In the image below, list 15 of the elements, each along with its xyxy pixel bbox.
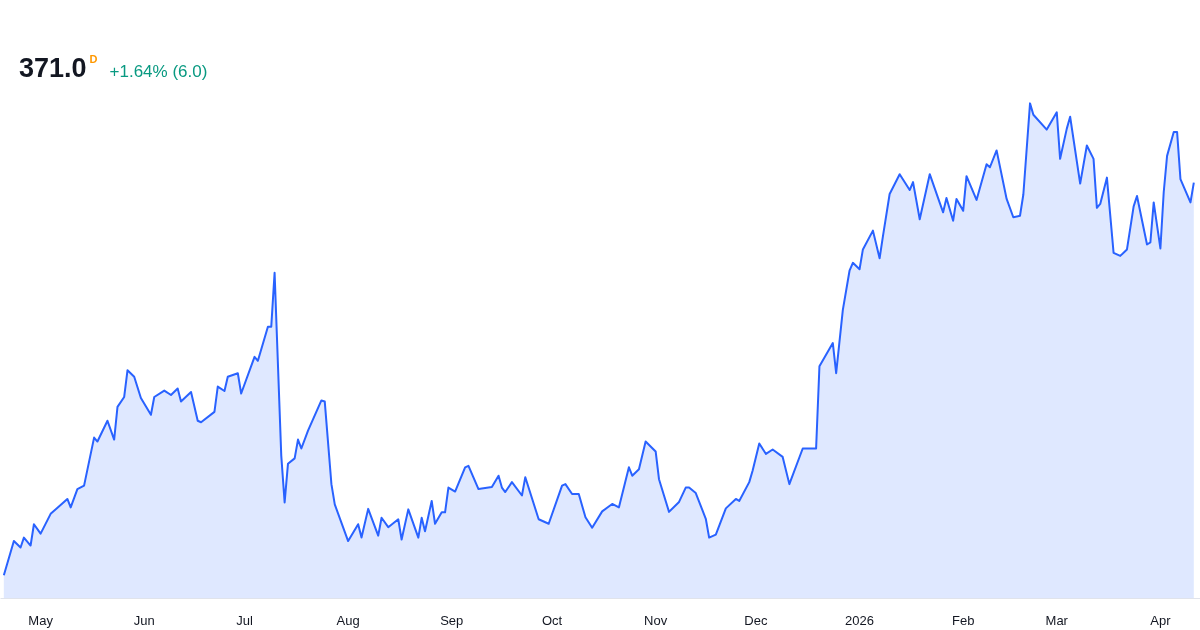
x-tick-label: 2026 — [845, 612, 875, 628]
x-tick-label: Feb — [951, 612, 975, 628]
x-tick-label: Nov — [644, 612, 668, 628]
chart-title: 371.0 — [19, 53, 87, 83]
x-tick-label: May — [28, 612, 54, 628]
x-tick-label: Oct — [541, 612, 563, 628]
x-tick-label: Jul — [236, 612, 253, 628]
x-tick-label: Apr — [1150, 612, 1172, 628]
x-tick-label: Jun — [133, 612, 155, 628]
text: +1.64% (6.0) — [109, 62, 208, 81]
x-tick-label: Aug — [336, 612, 360, 628]
x-tick-label: Sep — [440, 612, 464, 628]
x-tick-label: Mar — [1045, 612, 1069, 628]
text: D — [89, 53, 98, 65]
x-tick-label: Dec — [744, 612, 768, 628]
